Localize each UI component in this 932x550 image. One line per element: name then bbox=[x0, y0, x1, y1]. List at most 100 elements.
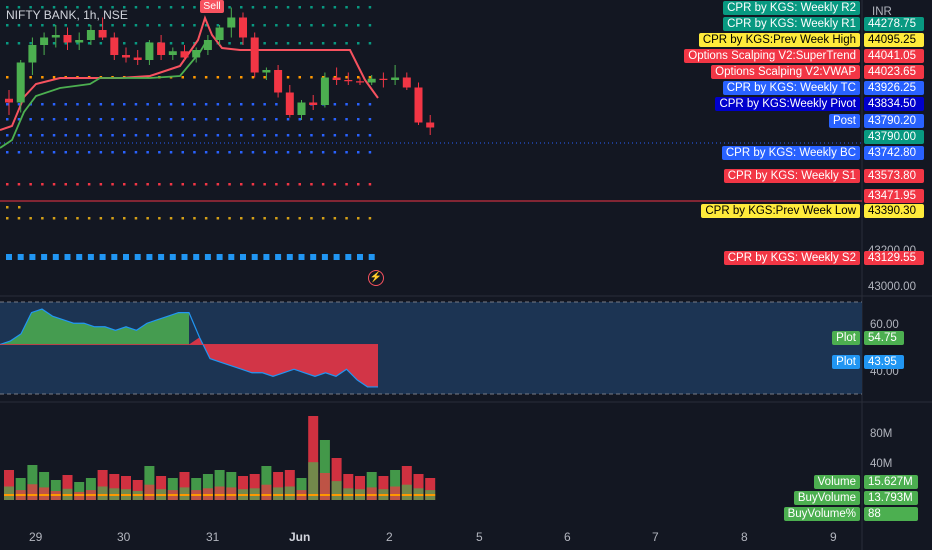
level-value[interactable]: 43742.80 bbox=[864, 146, 924, 160]
level-dot bbox=[298, 151, 301, 154]
level-label[interactable]: Post bbox=[828, 114, 860, 128]
candle-body bbox=[297, 102, 306, 115]
level-dot bbox=[263, 42, 266, 45]
buy-volume-bar bbox=[319, 473, 330, 500]
level-label[interactable]: Options Scalping V2:SuperTrend bbox=[684, 49, 860, 63]
volume-marker bbox=[191, 494, 202, 496]
level-dot bbox=[193, 217, 196, 220]
symbol-title[interactable]: NIFTY BANK, 1h, NSE bbox=[6, 8, 128, 22]
candle-body bbox=[16, 62, 25, 103]
volume-marker bbox=[144, 494, 155, 496]
level-dot bbox=[345, 217, 348, 220]
level-dot bbox=[240, 183, 243, 186]
level-value[interactable]: 44095.25 bbox=[864, 33, 924, 47]
level-dot bbox=[123, 103, 126, 106]
level-dot bbox=[228, 118, 231, 121]
level-label[interactable]: CPR by KGS: Weekly S2 bbox=[723, 251, 860, 265]
pivot-square bbox=[111, 254, 118, 260]
volume-label[interactable]: Volume bbox=[813, 475, 860, 489]
level-dot bbox=[134, 118, 138, 121]
level-value[interactable]: 44278.75 bbox=[864, 17, 924, 31]
candle-body bbox=[332, 77, 341, 80]
buy-volume-bar bbox=[97, 486, 108, 500]
volume-value[interactable]: 13.793M bbox=[864, 491, 918, 505]
volume-label[interactable]: BuyVolume% bbox=[783, 507, 860, 521]
level-dot bbox=[228, 76, 231, 79]
candle-body bbox=[145, 42, 154, 60]
level-dot bbox=[321, 76, 325, 79]
level-dot bbox=[64, 118, 67, 121]
level-value[interactable]: 43790.00 bbox=[864, 130, 924, 144]
level-dot bbox=[251, 183, 255, 186]
volume-label[interactable]: BuyVolume bbox=[793, 491, 860, 505]
pivot-square bbox=[6, 254, 12, 260]
currency-label[interactable]: INR bbox=[872, 6, 892, 18]
level-label[interactable]: CPR by KGS: Weekly R2 bbox=[723, 1, 860, 15]
level-value[interactable]: 43471.95 bbox=[864, 189, 924, 203]
level-dot bbox=[368, 118, 372, 121]
candle-body bbox=[63, 35, 72, 43]
level-label[interactable]: CPR by KGS: Weekly BC bbox=[721, 146, 860, 160]
candle-body bbox=[86, 30, 95, 40]
plot-value[interactable]: 54.75 bbox=[864, 331, 904, 345]
level-dot bbox=[17, 217, 21, 220]
level-label[interactable]: CPR by KGS: Weekly S1 bbox=[723, 169, 860, 183]
volume-marker bbox=[97, 494, 108, 496]
level-dot bbox=[99, 103, 103, 106]
candle-body bbox=[98, 30, 107, 38]
level-dot bbox=[357, 217, 360, 220]
level-value[interactable]: 43926.25 bbox=[864, 81, 924, 95]
level-dot bbox=[333, 76, 337, 79]
level-dot bbox=[29, 76, 32, 79]
level-dot bbox=[17, 6, 21, 9]
level-dot bbox=[333, 103, 337, 106]
volume-marker bbox=[121, 494, 131, 496]
level-dot bbox=[6, 42, 9, 45]
volume-bar bbox=[97, 470, 108, 500]
level-dot bbox=[111, 183, 114, 186]
pivot-square bbox=[321, 254, 328, 260]
volume-marker bbox=[74, 494, 85, 496]
level-dot bbox=[333, 217, 337, 220]
level-dot bbox=[310, 118, 313, 121]
level-dot bbox=[368, 103, 372, 106]
level-label[interactable]: CPR by KGS:Prev Week High bbox=[698, 33, 860, 47]
level-dot bbox=[321, 42, 325, 45]
volume-marker bbox=[273, 494, 284, 496]
buy-volume-bar bbox=[144, 484, 155, 500]
pivot-square bbox=[286, 254, 293, 260]
level-dot bbox=[204, 151, 208, 154]
volume-value[interactable]: 88 bbox=[864, 507, 918, 521]
plot-label[interactable]: Plot bbox=[832, 331, 860, 345]
level-label[interactable]: CPR by KGS: Weekly R1 bbox=[723, 17, 860, 31]
level-value[interactable]: 44023.65 bbox=[864, 65, 924, 79]
buy-volume-bar bbox=[366, 487, 377, 500]
lightning-icon[interactable]: ⚡ bbox=[368, 270, 384, 286]
level-value[interactable]: 43129.55 bbox=[864, 251, 924, 265]
level-label[interactable]: CPR by KGS:Prev Week Low bbox=[701, 204, 860, 218]
level-dot bbox=[263, 6, 266, 9]
level-dot bbox=[17, 103, 21, 106]
level-label[interactable]: CPR by KGS: Weekly TC bbox=[722, 81, 860, 95]
level-value[interactable]: 43573.80 bbox=[864, 169, 924, 183]
level-dot bbox=[286, 6, 290, 9]
volume-bar bbox=[308, 416, 319, 500]
level-value[interactable]: 44041.05 bbox=[864, 49, 924, 63]
level-dot bbox=[345, 103, 348, 106]
level-label[interactable]: CPR by KGS:Weekly Pivot bbox=[715, 97, 860, 111]
level-dot bbox=[216, 217, 220, 220]
plot-value[interactable]: 43.95 bbox=[864, 355, 904, 369]
level-dot bbox=[181, 42, 184, 45]
level-dot bbox=[87, 183, 91, 186]
volume-bar bbox=[331, 458, 342, 500]
volume-value[interactable]: 15.627M bbox=[864, 475, 918, 489]
volume-marker bbox=[226, 494, 237, 496]
volume-marker bbox=[238, 494, 248, 496]
level-value[interactable]: 43834.50 bbox=[864, 97, 924, 111]
level-value[interactable]: 43390.30 bbox=[864, 204, 924, 218]
volume-bar bbox=[390, 470, 401, 500]
level-value[interactable]: 43790.20 bbox=[864, 114, 924, 128]
plot-label[interactable]: Plot bbox=[832, 355, 860, 369]
level-label[interactable]: Options Scalping V2:VWAP bbox=[711, 65, 860, 79]
level-dot bbox=[6, 6, 9, 9]
